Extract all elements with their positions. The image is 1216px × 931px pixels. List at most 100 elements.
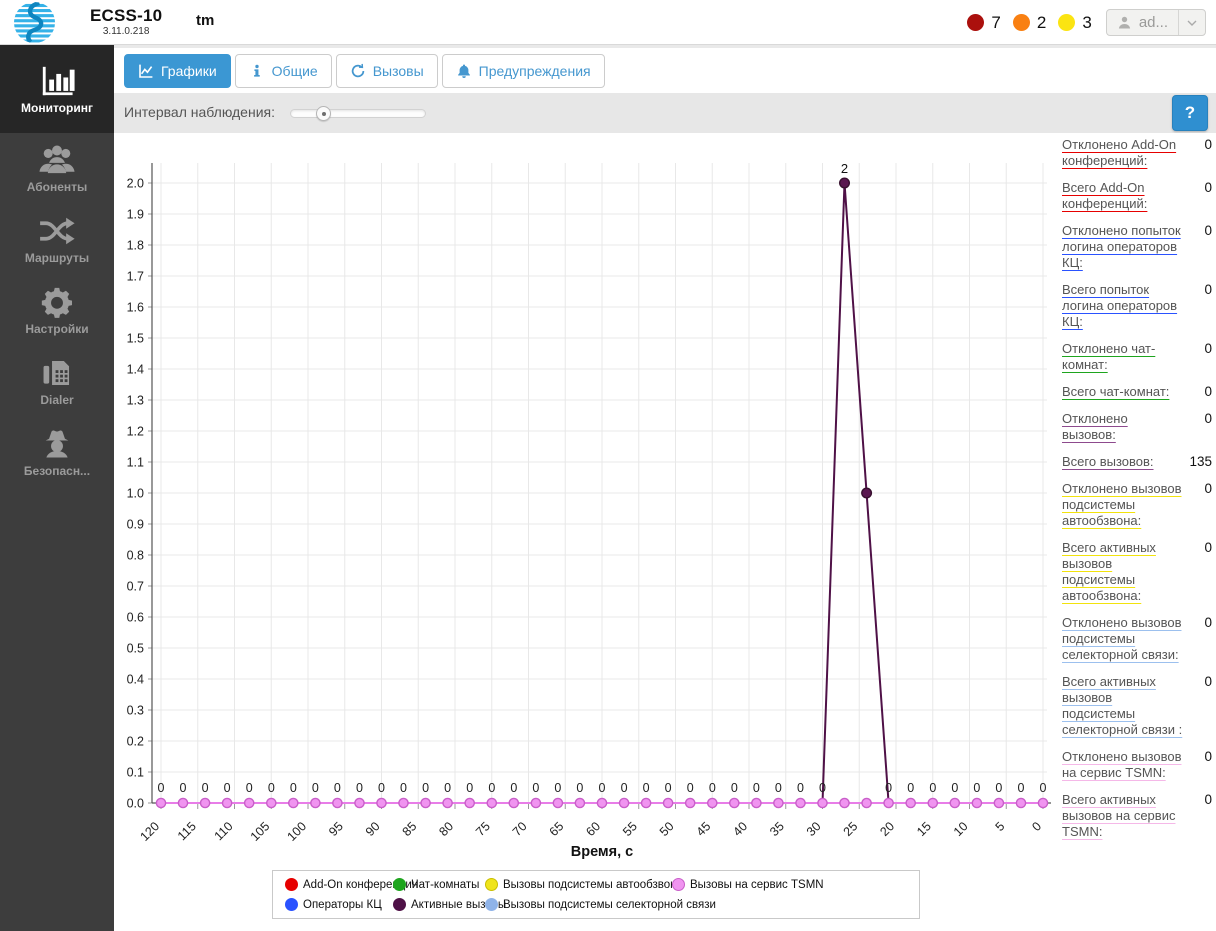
user-menu-button[interactable]: ad...: [1105, 9, 1206, 36]
svg-text:0: 0: [466, 781, 473, 795]
ecss-logo-icon: [13, 1, 56, 44]
svg-text:0: 0: [995, 781, 1002, 795]
monitoring-icon: [38, 64, 76, 98]
sidebar-item-label: Настройки: [25, 322, 89, 336]
stat-label[interactable]: Всего чат-комнат:: [1062, 384, 1170, 399]
svg-text:0.5: 0.5: [127, 642, 144, 656]
svg-text:40: 40: [730, 819, 750, 839]
svg-text:0.3: 0.3: [127, 704, 144, 718]
stat-label[interactable]: Отклонено вызовов подсистемы автообзвона…: [1062, 481, 1182, 528]
stat-label[interactable]: Отклонено попыток логина операторов КЦ:: [1062, 223, 1181, 270]
stat-row: Всего чат-комнат: 0: [1062, 384, 1212, 400]
svg-text:0: 0: [753, 781, 760, 795]
svg-text:95: 95: [326, 819, 346, 839]
tab-general[interactable]: Общие: [234, 54, 332, 88]
svg-text:0: 0: [709, 781, 716, 795]
stat-label[interactable]: Отклонено вызовов на сервис TSMN:: [1062, 749, 1182, 780]
stat-label[interactable]: Всего Add-On конференций:: [1062, 180, 1148, 211]
tab-label: Общие: [271, 63, 318, 79]
stat-row: Отклонено вызовов подсистемы селекторной…: [1062, 615, 1212, 663]
help-button[interactable]: ?: [1172, 95, 1208, 131]
svg-text:25: 25: [841, 819, 861, 839]
sidebar-item-monitoring[interactable]: Мониторинг: [0, 45, 114, 133]
interval-label: Интервал наблюдения:: [124, 104, 275, 120]
stat-row: Всего активных вызовов на сервис TSMN: 0: [1062, 792, 1212, 840]
stat-label[interactable]: Всего активных вызовов подсистемы автооб…: [1062, 540, 1156, 603]
spy-icon: [38, 427, 76, 461]
svg-text:0: 0: [202, 781, 209, 795]
stat-label[interactable]: Отклонено чат-комнат:: [1062, 341, 1156, 372]
alert-minor[interactable]: 3: [1058, 13, 1092, 33]
svg-text:0: 0: [576, 781, 583, 795]
user-name: ad...: [1138, 14, 1168, 31]
alert-critical-dot: [967, 14, 985, 31]
stat-label[interactable]: Всего попыток логина операторов КЦ:: [1062, 282, 1178, 329]
alert-major[interactable]: 2: [1012, 13, 1046, 33]
svg-text:0: 0: [1029, 819, 1044, 834]
svg-text:75: 75: [473, 819, 493, 839]
stats-panel: Отклонено Add-On конференций: 0 Всего Ad…: [1062, 137, 1212, 840]
svg-text:0: 0: [246, 781, 253, 795]
stat-label[interactable]: Отклонено Add-On конференций:: [1062, 137, 1177, 168]
svg-text:0: 0: [775, 781, 782, 795]
tab-bar: Графики Общие Вызовы Предупреждения: [114, 45, 1216, 93]
stat-label[interactable]: Всего вызовов:: [1062, 454, 1154, 469]
stat-label[interactable]: Отклонено вызовов:: [1062, 411, 1128, 442]
stat-label[interactable]: Отклонено вызовов подсистемы селекторной…: [1062, 615, 1182, 662]
svg-text:0: 0: [510, 781, 517, 795]
info-icon: [249, 63, 265, 79]
svg-text:0: 0: [907, 781, 914, 795]
stat-value: 0: [1204, 137, 1212, 152]
svg-text:115: 115: [175, 819, 199, 843]
legend-item: Вызовы подсистемы автообзвона: [485, 878, 683, 891]
svg-text:0: 0: [268, 781, 275, 795]
svg-text:0: 0: [532, 781, 539, 795]
legend-label: Вызовы на сервис TSMN: [690, 878, 824, 891]
sidebar-item-dialer[interactable]: Dialer: [0, 346, 114, 417]
svg-text:0: 0: [158, 781, 165, 795]
stat-row: Всего попыток логина операторов КЦ: 0: [1062, 282, 1212, 330]
interval-slider[interactable]: [290, 106, 426, 121]
stat-value: 0: [1204, 180, 1212, 195]
toolbar: Интервал наблюдения: ?: [114, 93, 1216, 133]
svg-text:1.5: 1.5: [127, 332, 144, 346]
tab-charts[interactable]: Графики: [124, 54, 231, 88]
sidebar-item-routes[interactable]: Маршруты: [0, 204, 114, 275]
sidebar-item-settings[interactable]: Настройки: [0, 275, 114, 346]
sidebar-nav: Мониторинг Абоненты Маршруты Настройки D…: [0, 45, 114, 931]
svg-text:2: 2: [841, 161, 848, 176]
svg-text:50: 50: [657, 819, 677, 839]
svg-text:45: 45: [694, 819, 714, 839]
legend-label: Вызовы подсистемы автообзвона: [503, 878, 683, 891]
legend-label: Операторы КЦ: [303, 898, 382, 911]
stat-label[interactable]: Всего активных вызовов на сервис TSMN:: [1062, 792, 1176, 839]
svg-text:0.7: 0.7: [127, 580, 144, 594]
sidebar-item-security[interactable]: Безопасн...: [0, 417, 114, 488]
alert-critical[interactable]: 7: [967, 13, 1001, 33]
svg-text:0: 0: [1040, 781, 1047, 795]
svg-text:0: 0: [488, 781, 495, 795]
chevron-down-icon[interactable]: [1178, 10, 1205, 35]
tab-calls[interactable]: Вызовы: [335, 54, 438, 88]
stat-row: Отклонено вызовов: 0: [1062, 411, 1212, 443]
stat-value: 0: [1204, 615, 1212, 630]
tab-warnings[interactable]: Предупреждения: [441, 54, 605, 88]
sidebar-item-label: Маршруты: [24, 251, 90, 265]
alert-major-dot: [1012, 14, 1030, 31]
stat-row: Отклонено Add-On конференций: 0: [1062, 137, 1212, 169]
stat-label[interactable]: Всего активных вызовов подсистемы селект…: [1062, 674, 1183, 737]
legend-item: Вызовы на сервис TSMN: [672, 878, 907, 891]
interval-slider-handle[interactable]: [316, 106, 332, 121]
svg-text:0: 0: [599, 781, 606, 795]
svg-text:1.1: 1.1: [127, 456, 144, 470]
legend-color-dot: [393, 878, 406, 891]
legend-color-dot: [285, 898, 298, 911]
svg-text:1.3: 1.3: [127, 394, 144, 408]
svg-text:35: 35: [767, 819, 787, 839]
svg-text:1.7: 1.7: [127, 270, 144, 284]
svg-text:65: 65: [547, 819, 567, 839]
svg-text:55: 55: [620, 819, 640, 839]
sidebar-item-label: Безопасн...: [23, 464, 91, 478]
sidebar-item-subscribers[interactable]: Абоненты: [0, 133, 114, 204]
stat-value: 0: [1204, 674, 1212, 689]
